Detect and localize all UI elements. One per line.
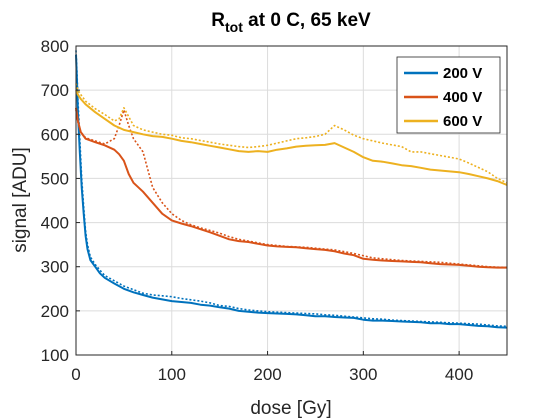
legend-label-2: 600 V [443,113,482,130]
x-tick-label: 0 [71,365,80,384]
plot-area-frame [75,45,508,356]
chart-title: Rtot at 0 C, 65 keV [211,10,371,35]
legend: 200 V 400 V 600 V [396,56,501,134]
x-tick-label: 200 [253,365,281,384]
series-line-1 [75,107,507,269]
chart-title-subscript: tot [225,19,243,35]
y-tick-label: 200 [41,302,69,321]
x-tick-label: 300 [349,365,377,384]
y-axis-label: signal [ADU] [10,147,31,253]
y-tick-label: 800 [41,37,69,56]
x-tick-label: 400 [445,365,473,384]
y-tick-label: 500 [41,169,69,188]
y-tick-label: 300 [41,258,69,277]
series-line-0 [75,54,508,329]
chart-title-main: R [211,10,225,31]
series-line-2 [75,89,508,186]
series-line-dotted-2 [75,83,508,184]
legend-label-0: 200 V [443,65,482,82]
y-tick-label: 600 [41,125,69,144]
y-tick-label: 700 [41,81,69,100]
chart-title-rest: at 0 C, 65 keV [243,10,371,31]
plot-series [75,50,508,329]
x-axis-label: dose [Gy] [250,398,331,419]
x-tick-label: 100 [158,365,186,384]
y-tick-label: 400 [41,214,69,233]
series-line-dotted-0 [75,50,508,328]
y-tick-label: 100 [41,346,69,365]
legend-label-1: 400 V [443,89,482,106]
